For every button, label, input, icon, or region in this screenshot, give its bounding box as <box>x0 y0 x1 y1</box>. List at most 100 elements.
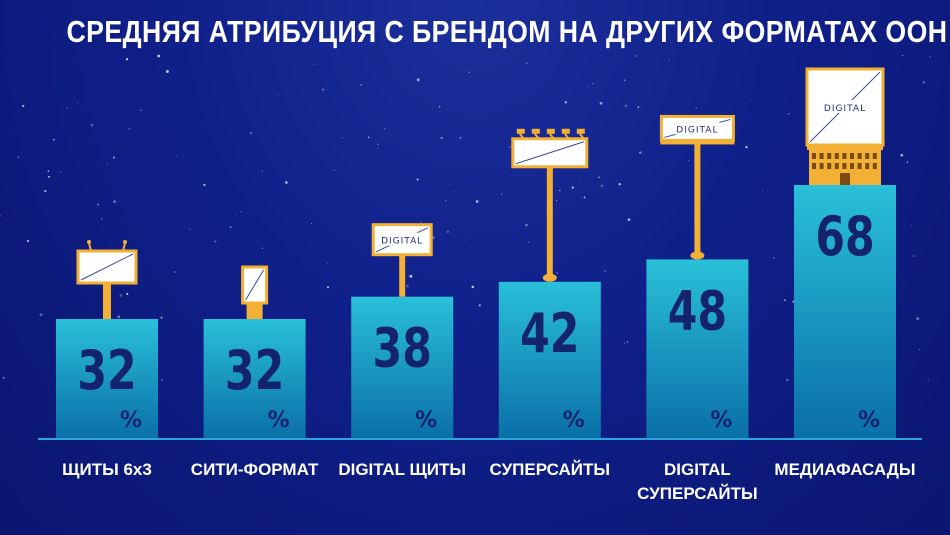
star <box>783 299 786 302</box>
city-format-icon <box>241 265 269 319</box>
star <box>39 313 43 317</box>
star <box>106 162 108 164</box>
star <box>52 138 55 141</box>
star <box>922 81 926 84</box>
star <box>341 137 343 139</box>
star <box>745 145 748 149</box>
category-label: МЕДИАФАСАДЫ <box>774 460 915 479</box>
star <box>161 379 163 382</box>
star <box>96 203 100 206</box>
star <box>927 378 929 381</box>
star <box>559 189 561 192</box>
bar-unit-label: % <box>710 408 732 433</box>
digital-supersite-icon: DIGITAL <box>659 114 735 260</box>
bar-value-label: 68 <box>815 205 874 269</box>
star <box>626 341 628 343</box>
star <box>912 255 915 257</box>
star <box>313 63 315 65</box>
star <box>583 196 586 199</box>
star <box>203 183 206 187</box>
category-label: DIGITAL <box>664 460 731 479</box>
bar <box>351 296 454 439</box>
star <box>333 170 335 171</box>
star <box>438 105 441 108</box>
bar <box>498 281 601 439</box>
star <box>688 160 690 162</box>
star <box>77 101 79 104</box>
star <box>214 240 217 243</box>
icon-digital-label: DIGITAL <box>824 104 866 114</box>
bar-value-label: 38 <box>373 317 432 381</box>
star <box>367 136 370 139</box>
star <box>446 230 449 233</box>
star <box>2 376 5 379</box>
star <box>60 171 62 174</box>
star <box>174 271 176 273</box>
star <box>261 170 264 173</box>
star <box>119 294 123 297</box>
bar <box>794 185 896 439</box>
category-label: СУПЕРСАЙТЫ <box>637 484 757 503</box>
star <box>432 236 435 239</box>
star <box>600 184 604 188</box>
star <box>360 83 363 86</box>
category-label: СУПЕРСАЙТЫ <box>490 460 610 479</box>
star <box>311 222 312 224</box>
star <box>621 57 623 58</box>
star <box>772 256 775 259</box>
star <box>624 342 626 345</box>
star <box>911 224 912 226</box>
star <box>26 239 30 243</box>
star <box>618 182 621 186</box>
star <box>377 143 380 146</box>
star <box>160 316 163 319</box>
star <box>528 241 530 243</box>
bar-value-label: 32 <box>77 339 136 403</box>
star <box>416 178 419 181</box>
star <box>326 286 330 289</box>
star <box>762 190 763 192</box>
bar-value-label: 42 <box>520 302 579 366</box>
star <box>444 199 447 202</box>
star <box>556 200 557 202</box>
star <box>501 193 503 195</box>
category-label: DIGITAL ЩИТЫ <box>338 460 466 479</box>
star <box>750 99 752 101</box>
star <box>377 148 379 150</box>
star <box>475 200 479 203</box>
star <box>48 175 51 178</box>
star <box>249 131 253 135</box>
star <box>140 109 142 111</box>
star <box>321 88 325 91</box>
star <box>261 247 264 249</box>
chart-title: СРЕДНЯЯ АТРИБУЦИЯ С БРЕНДОМ НА ДРУГИХ ФО… <box>66 14 948 49</box>
star <box>327 262 329 264</box>
star <box>635 55 637 57</box>
star <box>637 106 640 109</box>
star <box>526 62 528 64</box>
star <box>176 154 178 156</box>
star <box>564 101 567 104</box>
star <box>113 156 115 159</box>
star <box>47 170 50 172</box>
star <box>627 218 631 222</box>
star <box>17 156 20 159</box>
star <box>157 54 161 58</box>
star <box>285 181 288 184</box>
media-facade-icon: DIGITAL <box>805 67 885 185</box>
star <box>929 56 931 58</box>
star <box>591 82 594 85</box>
star <box>900 153 904 157</box>
star <box>0 214 1 217</box>
icon-digital-label: DIGITAL <box>676 125 718 135</box>
star <box>100 217 103 220</box>
star <box>787 113 790 115</box>
star <box>113 200 117 204</box>
star <box>695 107 697 109</box>
star <box>639 151 642 154</box>
star <box>22 104 25 108</box>
star <box>90 123 94 127</box>
star <box>416 78 420 82</box>
star <box>919 349 921 351</box>
star <box>604 270 606 272</box>
